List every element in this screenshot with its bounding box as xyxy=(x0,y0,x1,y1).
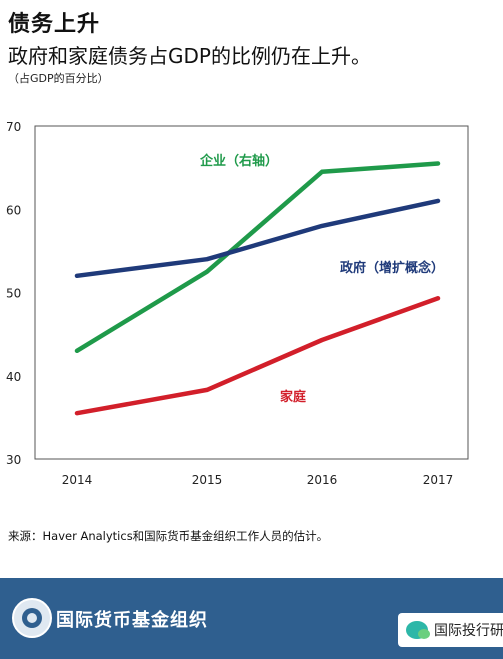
footer-banner: 国际货币基金组织 国际投行研 xyxy=(0,578,503,659)
org-name: 国际货币基金组织 xyxy=(56,610,208,631)
series-label-government: 政府（增扩概念） xyxy=(340,260,444,276)
watermark-text: 国际投行研 xyxy=(434,623,503,639)
x-tick-label: 2017 xyxy=(423,473,454,487)
chart-subtitle: 政府和家庭债务占GDP的比例仍在上升。 xyxy=(8,44,371,68)
y-tick-label: 60 xyxy=(6,203,21,217)
series-line-enterprise xyxy=(74,161,441,354)
x-tick-label: 2014 xyxy=(62,473,93,487)
series-label-enterprise: 企业（右轴） xyxy=(199,153,278,169)
chart-title: 债务上升 xyxy=(8,12,101,37)
series-label-household: 家庭 xyxy=(280,389,307,405)
y-tick-label: 70 xyxy=(6,120,21,134)
line-chart: 30 40 50 60 70 2014 2015 2016 2017 企业（右轴） 政府（增扩概念）… xyxy=(6,120,469,487)
y-tick-label: 40 xyxy=(6,370,21,384)
x-tick-label: 2015 xyxy=(192,473,223,487)
plot-frame xyxy=(34,125,469,460)
y-tick-label: 50 xyxy=(6,287,21,301)
x-tick-label: 2016 xyxy=(307,473,338,487)
imf-logo-icon xyxy=(12,598,52,638)
series-line-government xyxy=(74,198,441,279)
wechat-icon xyxy=(406,621,430,639)
y-tick-label: 30 xyxy=(6,453,21,467)
series-line-household xyxy=(74,296,441,416)
watermark-badge: 国际投行研 xyxy=(398,613,503,647)
source-note: 来源：Haver Analytics和国际货币基金组织工作人员的估计。 xyxy=(8,529,329,543)
unit-label: （占GDP的百分比） xyxy=(8,72,109,85)
